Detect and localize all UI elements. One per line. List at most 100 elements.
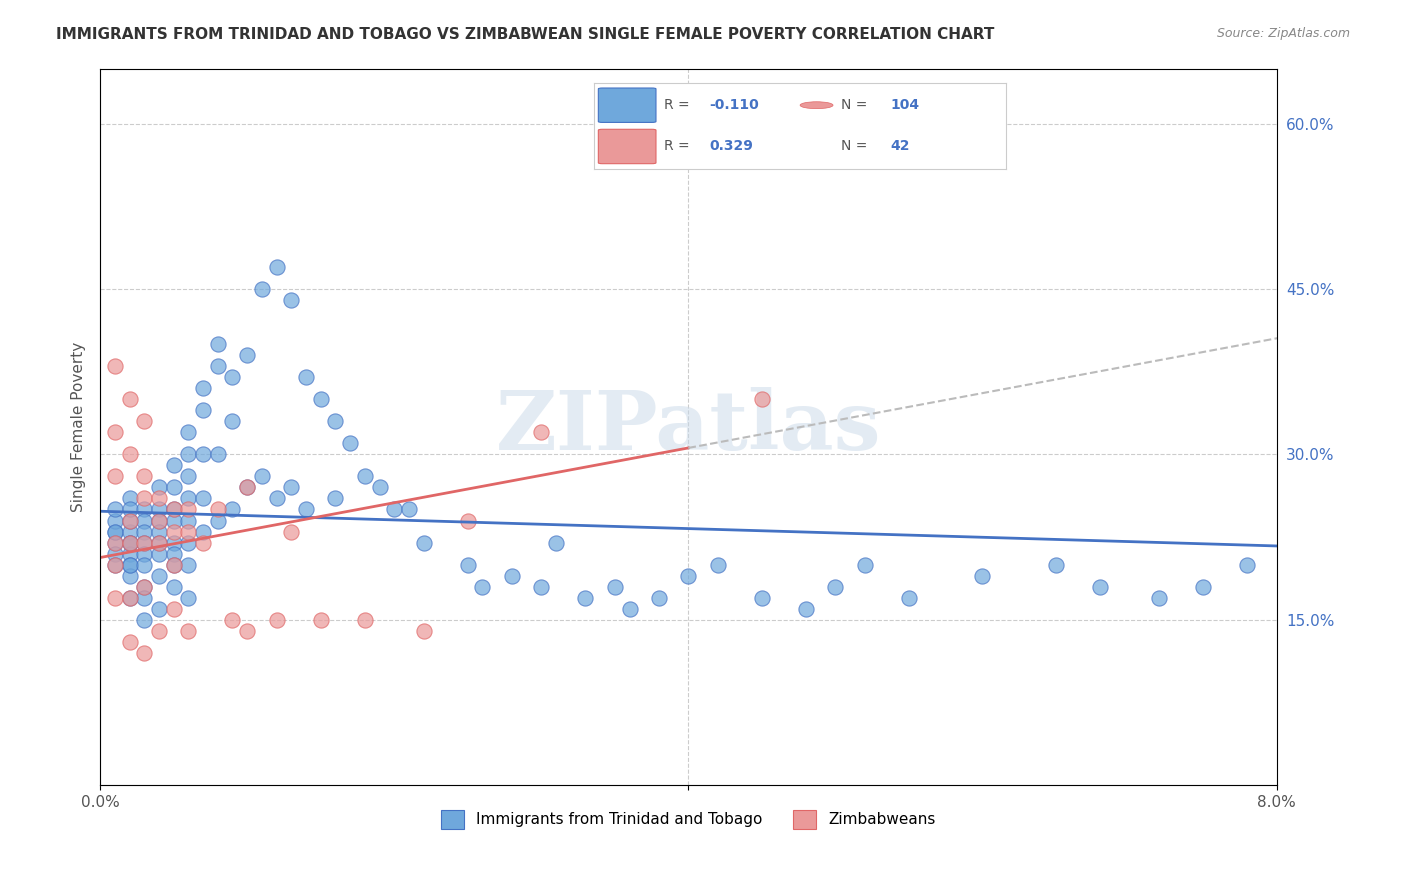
Point: [751, 392, 773, 407]
Point: [104, 535, 127, 549]
Point: [118, 535, 141, 549]
Point: [177, 447, 200, 461]
Point: [207, 514, 229, 528]
Point: [309, 613, 332, 627]
Point: [104, 535, 127, 549]
Point: [163, 502, 186, 516]
Point: [544, 535, 567, 549]
Point: [118, 535, 141, 549]
Point: [134, 535, 156, 549]
Point: [221, 502, 243, 516]
Point: [163, 514, 186, 528]
Point: [1236, 558, 1258, 572]
Point: [221, 613, 243, 627]
Point: [191, 381, 214, 395]
Point: [134, 580, 156, 594]
Point: [134, 502, 156, 516]
Point: [118, 634, 141, 648]
Point: [280, 480, 302, 494]
Point: [177, 491, 200, 506]
Point: [118, 502, 141, 516]
Point: [250, 282, 273, 296]
Point: [266, 613, 288, 627]
Point: [134, 646, 156, 660]
Point: [295, 502, 318, 516]
Point: [104, 469, 127, 483]
Point: [148, 502, 170, 516]
Point: [221, 414, 243, 428]
Point: [177, 558, 200, 572]
Point: [163, 580, 186, 594]
Point: [191, 524, 214, 539]
Point: [236, 480, 259, 494]
Point: [266, 491, 288, 506]
Point: [309, 392, 332, 407]
Point: [353, 613, 375, 627]
Point: [104, 524, 127, 539]
Point: [177, 425, 200, 440]
Point: [148, 535, 170, 549]
Point: [163, 547, 186, 561]
Point: [148, 568, 170, 582]
Point: [207, 502, 229, 516]
Point: [824, 580, 846, 594]
Point: [118, 591, 141, 605]
Point: [1147, 591, 1170, 605]
Point: [619, 601, 641, 615]
Point: [530, 425, 553, 440]
Point: [177, 535, 200, 549]
Point: [236, 480, 259, 494]
Point: [236, 624, 259, 638]
Point: [118, 568, 141, 582]
Point: [266, 260, 288, 274]
Point: [104, 524, 127, 539]
Point: [134, 491, 156, 506]
Point: [295, 370, 318, 384]
Point: [574, 591, 596, 605]
Point: [148, 601, 170, 615]
Point: [177, 469, 200, 483]
Point: [382, 502, 405, 516]
Point: [207, 447, 229, 461]
Point: [177, 524, 200, 539]
Point: [706, 558, 728, 572]
Point: [412, 535, 434, 549]
Point: [104, 547, 127, 561]
Point: [412, 624, 434, 638]
Point: [191, 403, 214, 417]
Point: [104, 558, 127, 572]
Text: Source: ZipAtlas.com: Source: ZipAtlas.com: [1216, 27, 1350, 40]
Point: [457, 558, 479, 572]
Point: [118, 524, 141, 539]
Point: [1088, 580, 1111, 594]
Point: [163, 502, 186, 516]
Point: [471, 580, 494, 594]
Point: [163, 524, 186, 539]
Point: [678, 568, 700, 582]
Point: [134, 524, 156, 539]
Point: [751, 591, 773, 605]
Point: [339, 436, 361, 450]
Point: [118, 514, 141, 528]
Point: [134, 558, 156, 572]
Point: [207, 337, 229, 351]
Point: [134, 414, 156, 428]
Point: [104, 514, 127, 528]
Point: [163, 535, 186, 549]
Point: [207, 359, 229, 374]
Text: IMMIGRANTS FROM TRINIDAD AND TOBAGO VS ZIMBABWEAN SINGLE FEMALE POVERTY CORRELAT: IMMIGRANTS FROM TRINIDAD AND TOBAGO VS Z…: [56, 27, 994, 42]
Point: [118, 535, 141, 549]
Point: [134, 469, 156, 483]
Point: [177, 624, 200, 638]
Point: [163, 458, 186, 473]
Point: [280, 524, 302, 539]
Point: [148, 535, 170, 549]
Point: [368, 480, 391, 494]
Point: [134, 547, 156, 561]
Point: [163, 558, 186, 572]
Point: [794, 601, 817, 615]
Point: [250, 469, 273, 483]
Point: [134, 613, 156, 627]
Point: [398, 502, 420, 516]
Point: [457, 514, 479, 528]
